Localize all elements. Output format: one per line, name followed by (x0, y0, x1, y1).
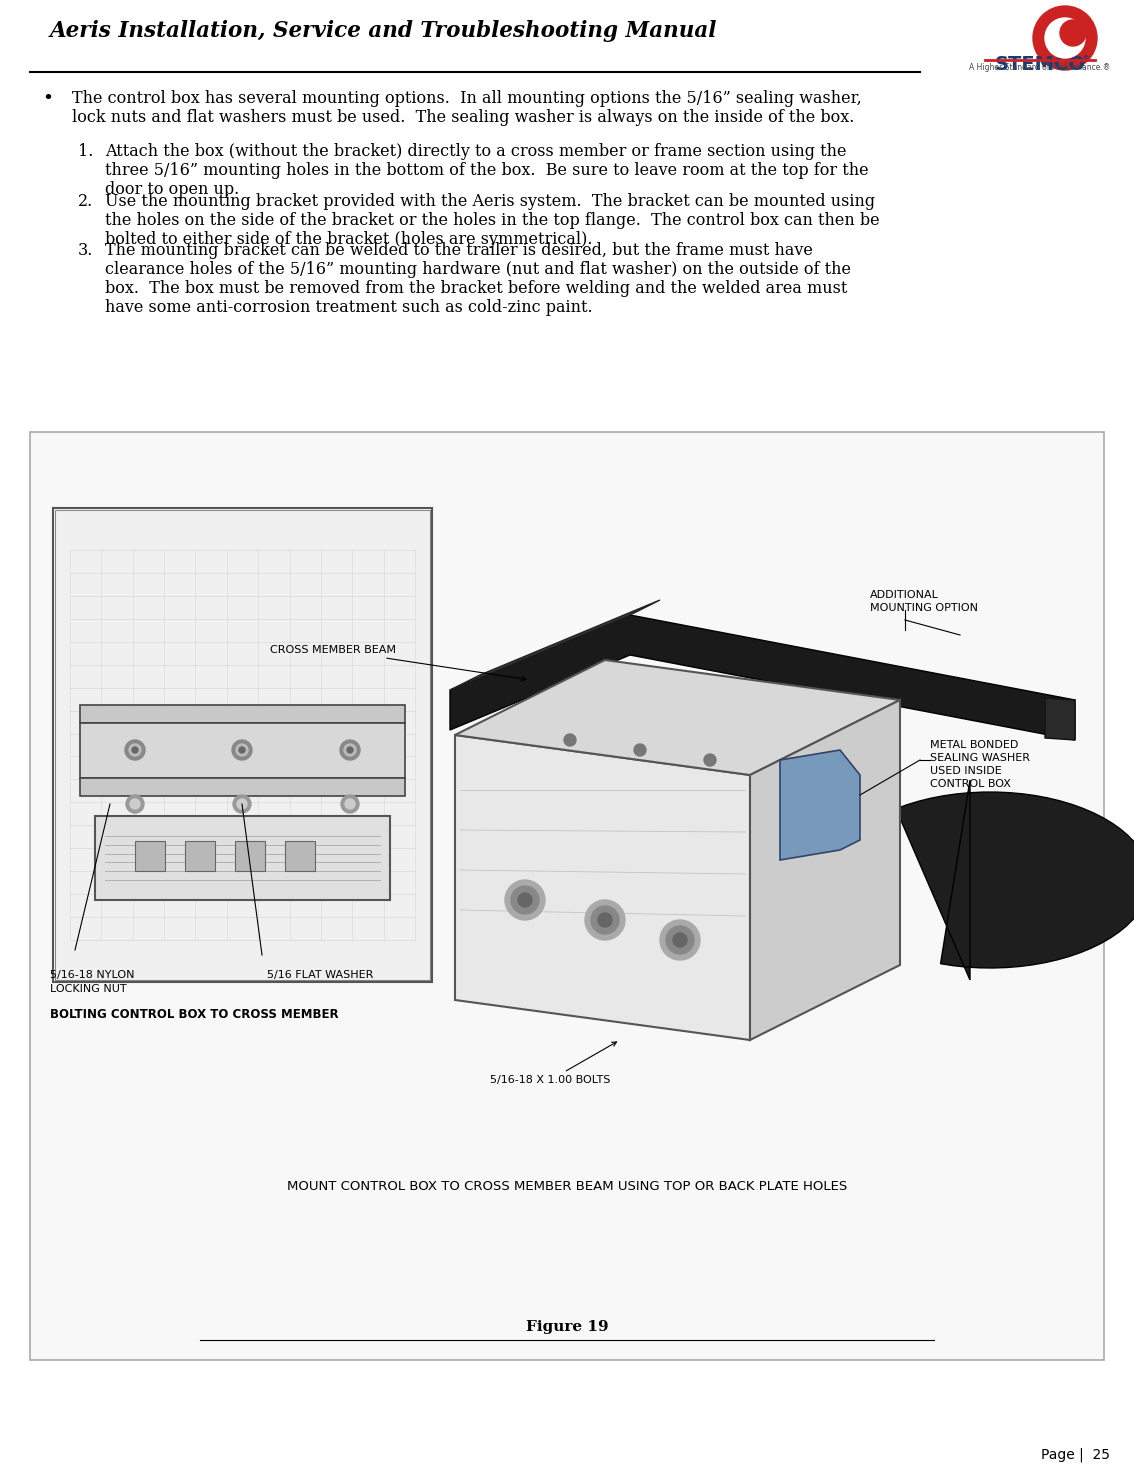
Text: Aeris Installation, Service and Troubleshooting Manual: Aeris Installation, Service and Troubles… (50, 21, 718, 43)
Circle shape (1046, 18, 1085, 59)
Text: USED INSIDE: USED INSIDE (930, 767, 1001, 776)
Text: ®: ® (1082, 56, 1090, 65)
Text: 5/16-18 NYLON: 5/16-18 NYLON (50, 970, 135, 979)
Circle shape (564, 734, 576, 746)
Circle shape (666, 927, 694, 954)
Text: ADDITIONAL: ADDITIONAL (870, 589, 939, 600)
Polygon shape (1046, 698, 1075, 740)
Circle shape (236, 745, 248, 756)
Circle shape (237, 799, 247, 809)
Bar (81, 723, 405, 778)
Polygon shape (780, 751, 860, 861)
Text: Use the mounting bracket provided with the Aeris system.  The bracket can be mou: Use the mounting bracket provided with t… (105, 192, 875, 210)
Text: MOUNTING OPTION: MOUNTING OPTION (870, 603, 978, 613)
Circle shape (591, 906, 619, 934)
Circle shape (511, 885, 539, 913)
Text: bolted to either side of the bracket (holes are symmetrical).: bolted to either side of the bracket (ho… (105, 230, 592, 248)
Bar (235, 841, 265, 871)
Text: LOCKING NUT: LOCKING NUT (50, 984, 127, 994)
Text: 1.: 1. (78, 144, 93, 160)
Text: Attach the box (without the bracket) directly to a cross member or frame section: Attach the box (without the bracket) dir… (105, 144, 846, 160)
Circle shape (1060, 21, 1086, 45)
Circle shape (132, 748, 138, 754)
Text: •: • (42, 89, 53, 108)
Circle shape (505, 880, 545, 921)
Circle shape (232, 740, 252, 759)
Circle shape (232, 795, 251, 814)
Circle shape (598, 913, 612, 927)
Polygon shape (896, 780, 1134, 979)
Text: 3.: 3. (78, 242, 93, 259)
Circle shape (347, 748, 353, 754)
Text: Page |  25: Page | 25 (1041, 1448, 1110, 1463)
Text: CONTROL BOX: CONTROL BOX (930, 778, 1010, 789)
Text: Figure 19: Figure 19 (526, 1319, 608, 1334)
Circle shape (126, 795, 144, 814)
Bar (56, 510, 430, 979)
Text: have some anti-corrosion treatment such as cold-zinc paint.: have some anti-corrosion treatment such … (105, 299, 593, 317)
Text: STEMCO: STEMCO (995, 56, 1085, 73)
Text: SEALING WASHER: SEALING WASHER (930, 754, 1030, 762)
Circle shape (130, 799, 139, 809)
Text: door to open up.: door to open up. (105, 182, 239, 198)
Circle shape (344, 745, 356, 756)
Circle shape (125, 740, 145, 759)
Circle shape (672, 932, 687, 947)
Polygon shape (450, 616, 1075, 740)
Circle shape (341, 795, 359, 814)
Circle shape (345, 799, 355, 809)
Bar (81, 778, 405, 796)
Circle shape (634, 745, 646, 756)
Circle shape (704, 754, 716, 767)
Circle shape (239, 748, 245, 754)
Bar (185, 841, 215, 871)
Text: lock nuts and flat washers must be used.  The sealing washer is always on the in: lock nuts and flat washers must be used.… (71, 108, 854, 126)
Bar (135, 841, 166, 871)
Polygon shape (455, 660, 900, 776)
Text: CROSS MEMBER BEAM: CROSS MEMBER BEAM (270, 645, 526, 680)
Circle shape (340, 740, 359, 759)
Text: 5/16 FLAT WASHER: 5/16 FLAT WASHER (266, 970, 373, 979)
Text: BOLTING CONTROL BOX TO CROSS MEMBER: BOLTING CONTROL BOX TO CROSS MEMBER (50, 1009, 339, 1020)
Polygon shape (750, 699, 900, 1039)
Text: box.  The box must be removed from the bracket before welding and the welded are: box. The box must be removed from the br… (105, 280, 847, 298)
Bar (95, 817, 390, 900)
Text: the holes on the side of the bracket or the holes in the top flange.  The contro: the holes on the side of the bracket or … (105, 211, 880, 229)
Text: clearance holes of the 5/16” mounting hardware (nut and flat washer) on the outs: clearance holes of the 5/16” mounting ha… (105, 261, 850, 279)
Text: The mounting bracket can be welded to the trailer is desired, but the frame must: The mounting bracket can be welded to th… (105, 242, 813, 259)
Text: three 5/16” mounting holes in the bottom of the box.  Be sure to leave room at t: three 5/16” mounting holes in the bottom… (105, 163, 869, 179)
Bar (81, 705, 405, 723)
Circle shape (585, 900, 625, 940)
Text: A Higher Standard of Performance.®: A Higher Standard of Performance.® (970, 63, 1110, 72)
Bar (285, 841, 315, 871)
Circle shape (660, 921, 700, 960)
Circle shape (1033, 6, 1097, 70)
Text: METAL BONDED: METAL BONDED (930, 740, 1018, 751)
Polygon shape (455, 734, 750, 1039)
Text: 2.: 2. (78, 192, 93, 210)
Text: 5/16-18 X 1.00 BOLTS: 5/16-18 X 1.00 BOLTS (490, 1042, 617, 1085)
FancyBboxPatch shape (29, 432, 1105, 1360)
Text: MOUNT CONTROL BOX TO CROSS MEMBER BEAM USING TOP OR BACK PLATE HOLES: MOUNT CONTROL BOX TO CROSS MEMBER BEAM U… (287, 1180, 847, 1193)
Circle shape (129, 745, 141, 756)
Polygon shape (450, 600, 660, 690)
Circle shape (518, 893, 532, 907)
Text: The control box has several mounting options.  In all mounting options the 5/16”: The control box has several mounting opt… (71, 89, 862, 107)
